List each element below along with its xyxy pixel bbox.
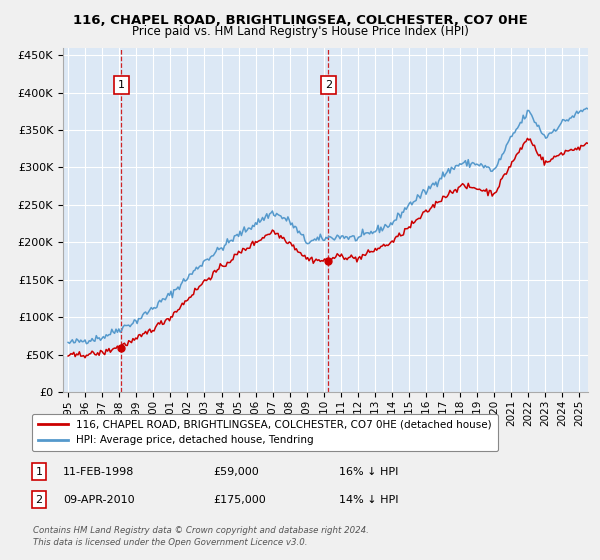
Text: 14% ↓ HPI: 14% ↓ HPI [339,494,398,505]
Text: 2: 2 [35,494,43,505]
Text: Contains HM Land Registry data © Crown copyright and database right 2024.
This d: Contains HM Land Registry data © Crown c… [33,526,369,547]
Text: 1: 1 [118,80,125,90]
Text: £59,000: £59,000 [213,466,259,477]
Text: 09-APR-2010: 09-APR-2010 [63,494,134,505]
Text: 116, CHAPEL ROAD, BRIGHTLINGSEA, COLCHESTER, CO7 0HE: 116, CHAPEL ROAD, BRIGHTLINGSEA, COLCHES… [73,14,527,27]
Text: 2: 2 [325,80,332,90]
Text: 11-FEB-1998: 11-FEB-1998 [63,466,134,477]
Legend: 116, CHAPEL ROAD, BRIGHTLINGSEA, COLCHESTER, CO7 0HE (detached house), HPI: Aver: 116, CHAPEL ROAD, BRIGHTLINGSEA, COLCHES… [32,414,498,451]
Text: £175,000: £175,000 [213,494,266,505]
Text: 16% ↓ HPI: 16% ↓ HPI [339,466,398,477]
Text: Price paid vs. HM Land Registry's House Price Index (HPI): Price paid vs. HM Land Registry's House … [131,25,469,38]
Text: 1: 1 [35,466,43,477]
